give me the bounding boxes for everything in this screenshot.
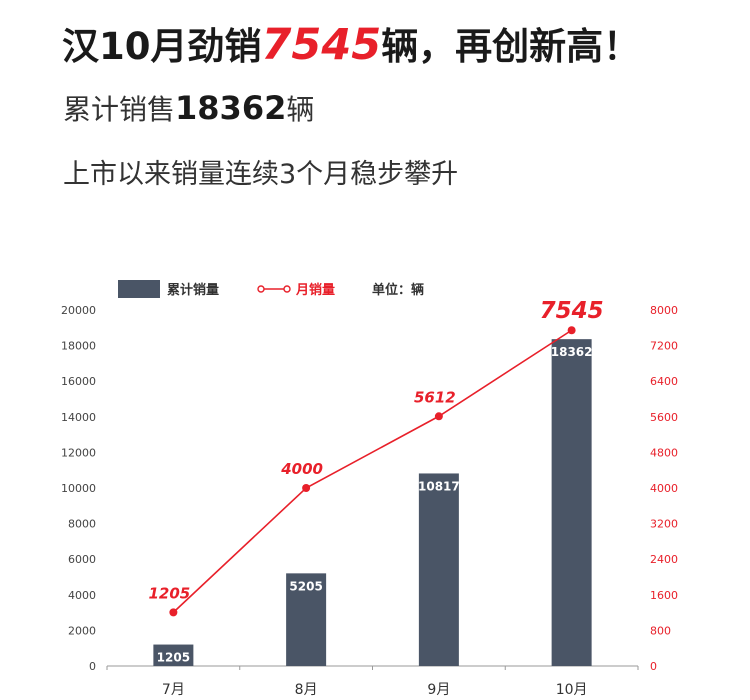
- monthly-sales-line: [172, 329, 573, 613]
- y-left-tick-label: 16000: [61, 375, 96, 388]
- cumulative-sales-suffix: 辆: [286, 93, 315, 126]
- x-tick-label: 10月: [556, 682, 588, 698]
- cumulative-sales-bar: [153, 644, 194, 666]
- line-value-label: 5612: [414, 388, 456, 406]
- headline: 汉10月劲销7545辆，再创新高！: [62, 16, 640, 70]
- bar-value-label: 1205: [157, 651, 190, 665]
- line-value-label: 4000: [280, 460, 323, 478]
- y-left-tick-label: 10000: [61, 482, 96, 495]
- cumulative-sales-prefix: 累计销售: [63, 93, 176, 126]
- y-right-tick-label: 2400: [650, 553, 678, 566]
- y-left-tick-label: 8000: [68, 518, 96, 531]
- legend-bar-label: 累计销量: [167, 282, 219, 298]
- y-left-tick-label: 0: [89, 660, 96, 673]
- sales-chart: 0200040006000800010000120001400016000180…: [61, 280, 678, 698]
- trend-subtitle: 上市以来销量连续3个月稳步攀升: [63, 159, 459, 190]
- headline-highlight: 7545: [261, 20, 382, 70]
- x-tick-label: 7月: [162, 682, 185, 698]
- y-left-tick-label: 2000: [68, 624, 96, 637]
- monthly-sales-point: [302, 484, 311, 492]
- y-right-tick-label: 800: [650, 624, 671, 637]
- cumulative-sales-bar: [286, 573, 327, 666]
- y-right-tick-label: 8000: [650, 304, 678, 317]
- x-tick-label: 8月: [295, 682, 318, 698]
- cumulative-sales-number: 18362: [175, 89, 287, 127]
- headline-prefix: 汉10月劲销: [62, 25, 262, 68]
- bar-value-label: 10817: [418, 479, 460, 493]
- y-right-tick-label: 4000: [650, 482, 678, 495]
- headline-suffix: 辆，再创新高！: [381, 25, 641, 68]
- line-value-label: 1205: [149, 584, 191, 602]
- x-tick-label: 9月: [427, 682, 450, 698]
- y-right-tick-label: 0: [650, 660, 657, 673]
- y-right-tick-label: 5600: [650, 411, 678, 424]
- legend-bar-swatch: [118, 280, 160, 298]
- line-value-label: 7545: [540, 298, 604, 324]
- y-right-tick-label: 6400: [650, 375, 678, 388]
- cumulative-sales-bar: [551, 339, 592, 666]
- y-right-tick-label: 1600: [650, 589, 678, 602]
- cumulative-sales-bar: [418, 473, 459, 666]
- y-right-tick-label: 4800: [650, 446, 678, 459]
- bar-value-label: 18362: [551, 345, 593, 359]
- cumulative-sales-line: 累计销售18362辆: [63, 88, 314, 128]
- y-left-tick-label: 6000: [68, 553, 96, 566]
- y-left-tick-label: 12000: [61, 446, 96, 459]
- legend-line-marker: [257, 285, 265, 293]
- monthly-sales-point: [434, 412, 443, 421]
- legend-line-marker: [283, 285, 291, 293]
- monthly-sales-point: [567, 326, 576, 335]
- y-left-tick-label: 14000: [61, 411, 96, 424]
- y-left-tick-label: 18000: [61, 340, 96, 353]
- monthly-sales-point: [169, 608, 178, 617]
- legend-line-label: 月销量: [295, 282, 335, 298]
- bar-value-label: 5205: [289, 579, 322, 593]
- y-right-tick-label: 7200: [650, 340, 678, 353]
- legend-unit-label: 单位：辆: [372, 282, 424, 298]
- y-left-tick-label: 4000: [68, 589, 96, 602]
- y-left-tick-label: 20000: [61, 304, 96, 317]
- y-right-tick-label: 3200: [650, 518, 678, 531]
